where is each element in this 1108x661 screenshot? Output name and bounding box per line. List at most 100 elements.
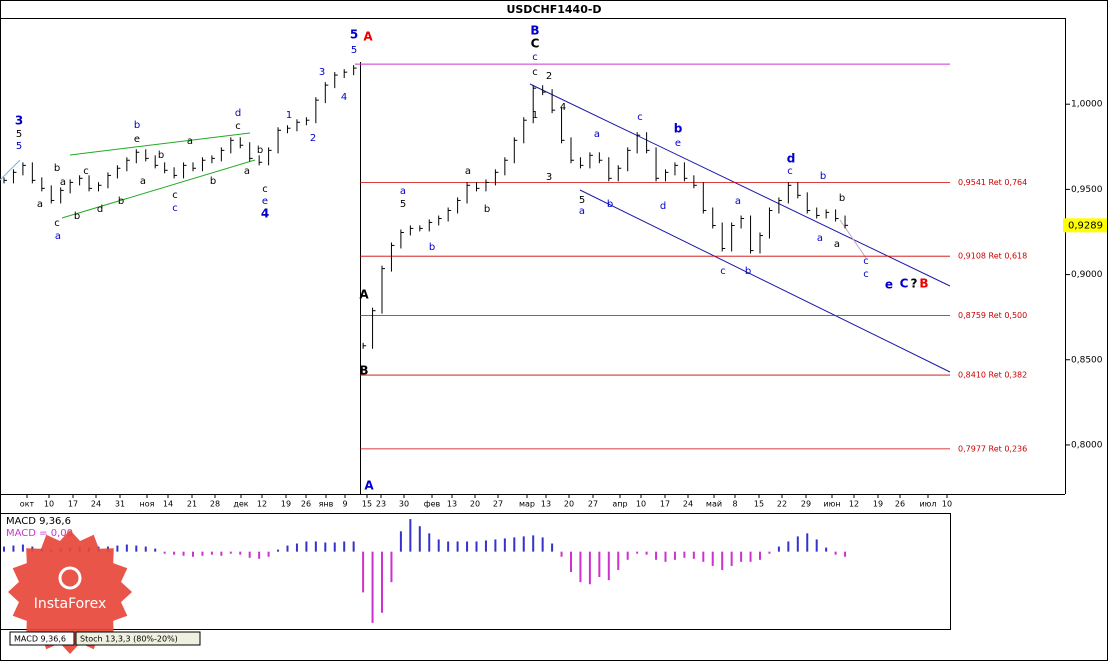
macd-bar <box>721 551 724 570</box>
tab-label[interactable]: Stoch 13,3,3 (80%-20%) <box>80 635 178 644</box>
macd-bar <box>673 551 676 560</box>
macd-bar <box>163 551 166 554</box>
wave-label: c <box>532 52 538 63</box>
x-tick-label: 29 <box>801 500 811 509</box>
logo-badge <box>8 530 132 654</box>
macd-bar <box>248 551 251 558</box>
wave-label: c <box>235 121 241 132</box>
wave-label: b <box>158 150 164 161</box>
macd-bar <box>484 540 487 552</box>
x-tick-label: июл <box>919 500 936 509</box>
x-tick-label: 15 <box>754 500 764 509</box>
channel-top <box>529 83 951 287</box>
level-label: 0,7977 Ret 0,236 <box>958 444 1027 453</box>
macd-bar <box>551 543 554 552</box>
x-tick-label: 19 <box>873 500 883 509</box>
wave-label: a <box>735 196 741 207</box>
x-tick-label: 13 <box>541 500 551 509</box>
wave-label: 3 <box>546 172 552 183</box>
macd-value: MACD = 0,00 <box>6 528 73 539</box>
wave-line <box>0 159 21 181</box>
macd-bar <box>182 551 185 556</box>
wave-label: 5 <box>351 45 357 56</box>
wave-label: e <box>675 138 681 149</box>
wave-label: c <box>172 190 178 201</box>
macd-bar <box>806 533 809 552</box>
macd-bar <box>116 545 119 552</box>
y-tick-label: 0,8500 <box>1071 355 1103 365</box>
macd-bar <box>21 544 24 552</box>
macd-bar <box>579 551 582 583</box>
trend-line <box>69 132 251 156</box>
wave-label: a <box>834 239 840 250</box>
macd-bar <box>541 537 544 552</box>
macd-bar <box>239 551 242 555</box>
tab-label[interactable]: MACD 9,36,6 <box>14 635 66 644</box>
macd-bar <box>277 549 280 552</box>
price-label-box <box>1063 218 1107 233</box>
x-tick-label: 26 <box>301 500 311 509</box>
macd-bar <box>409 519 412 552</box>
macd-bar <box>655 551 658 560</box>
wave-label: 5 <box>16 129 22 140</box>
macd-bar <box>844 551 847 557</box>
x-tick-label: 27 <box>588 500 598 509</box>
macd-bar <box>258 551 261 559</box>
macd-bar <box>834 551 837 555</box>
x-tick-label: 10 <box>942 500 952 509</box>
x-tick-label: 28 <box>210 500 220 509</box>
wave-label: b <box>820 171 826 182</box>
macd-bar <box>267 551 270 557</box>
wave-label: B <box>530 24 539 38</box>
y-tick-label: 0,9500 <box>1071 185 1103 195</box>
wave-label: B <box>919 277 928 291</box>
wave-label: a <box>817 233 823 244</box>
x-tick-label: май <box>706 500 722 509</box>
macd-bar <box>324 542 327 552</box>
x-tick-label: 10 <box>636 500 646 509</box>
wave-label: c <box>83 166 89 177</box>
price-label: 0,9289 <box>1068 220 1103 231</box>
macd-bar <box>3 546 5 552</box>
wave-label: 5 <box>350 28 358 42</box>
level-label: 0,9541 Ret 0,764 <box>958 178 1027 187</box>
tab[interactable] <box>9 631 75 646</box>
wave-label: b <box>745 266 751 277</box>
y-tick-label: 0,9000 <box>1071 270 1103 280</box>
wave-label: a <box>140 176 146 187</box>
x-tick-label: мар <box>519 500 535 509</box>
macd-bar <box>343 541 346 552</box>
x-tick-label: 12 <box>849 500 859 509</box>
wave-label: c <box>863 269 869 280</box>
macd-bar <box>607 551 610 581</box>
wave-label: 2 <box>310 133 316 144</box>
wave-label: c <box>720 266 726 277</box>
wave-label: ? <box>911 277 918 291</box>
wave-label: a <box>244 166 250 177</box>
x-tick-label: янв <box>319 500 334 509</box>
macd-bar <box>645 551 648 555</box>
wave-label: b <box>257 145 263 156</box>
macd-bar <box>532 535 535 552</box>
wave-label: A <box>359 288 369 302</box>
tab[interactable] <box>75 631 201 646</box>
x-tick-label: 17 <box>68 500 78 509</box>
x-tick-label: 12 <box>257 500 267 509</box>
x-tick-label: 27 <box>493 500 503 509</box>
wave-label: a <box>579 206 585 217</box>
macd-pane <box>0 513 951 630</box>
macd-bar <box>702 551 705 562</box>
macd-bar <box>626 551 629 560</box>
macd-bar <box>144 546 147 552</box>
wave-label: d <box>787 152 796 166</box>
x-tick-label: 24 <box>91 500 101 509</box>
wave-label: c <box>637 112 643 123</box>
macd-bar <box>399 531 402 552</box>
macd-bar <box>456 541 459 552</box>
macd-bar <box>683 551 686 558</box>
macd-bar <box>135 545 138 552</box>
logo-text: InstaForex <box>34 596 107 612</box>
macd-bar <box>210 551 213 555</box>
wave-label: b <box>674 122 683 136</box>
